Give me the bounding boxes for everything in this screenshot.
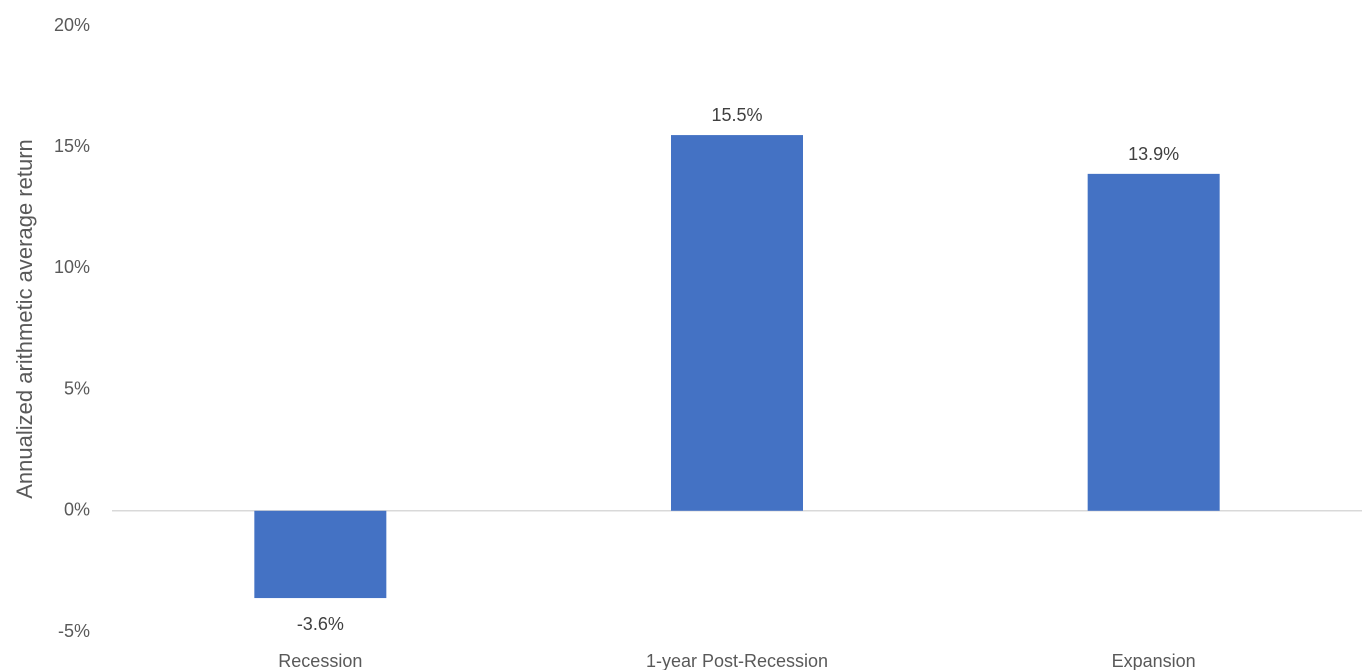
y-axis-title: Annualized arithmetic average return bbox=[12, 139, 37, 499]
bar-data-label: 13.9% bbox=[1128, 144, 1179, 164]
y-tick-label: 0% bbox=[64, 500, 90, 520]
bar bbox=[671, 135, 803, 511]
x-tick-labels: Recession 1-year Post-Recession Expansion bbox=[278, 651, 1195, 670]
bar-data-label: 15.5% bbox=[711, 105, 762, 125]
y-tick-label: 15% bbox=[54, 136, 90, 156]
data-labels-group: -3.6% 15.5% 13.9% bbox=[297, 105, 1179, 634]
bar bbox=[254, 510, 387, 599]
y-tick-label: -5% bbox=[58, 621, 90, 641]
y-tick-labels: -5% 0% 5% 10% 15% 20% bbox=[54, 15, 90, 641]
x-tick-label: Expansion bbox=[1112, 651, 1196, 670]
y-tick-label: 5% bbox=[64, 378, 90, 398]
x-tick-label: Recession bbox=[278, 651, 362, 670]
y-tick-label: 10% bbox=[54, 257, 90, 277]
y-tick-label: 20% bbox=[54, 15, 90, 35]
bar-data-label: -3.6% bbox=[297, 614, 344, 634]
x-tick-label: 1-year Post-Recession bbox=[646, 651, 828, 670]
bar bbox=[1087, 173, 1220, 511]
bars-group bbox=[254, 135, 1220, 599]
